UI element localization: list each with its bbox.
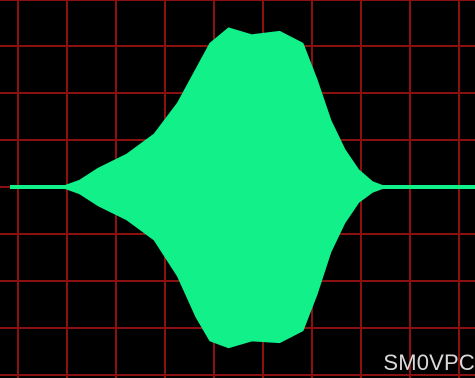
signal-trace-layer (10, 27, 475, 349)
